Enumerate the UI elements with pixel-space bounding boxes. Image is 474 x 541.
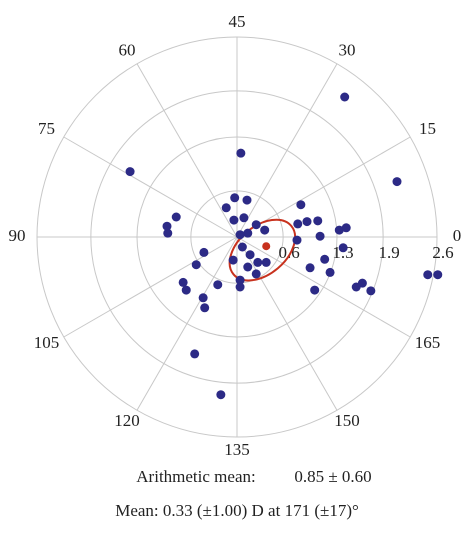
point (178, 277, 188, 287)
point (198, 293, 208, 303)
angle-label: 60 (119, 41, 136, 60)
point (237, 242, 247, 252)
point (235, 282, 245, 292)
point (199, 247, 209, 257)
point (125, 167, 135, 177)
point (305, 263, 315, 273)
point (340, 92, 350, 102)
point (423, 270, 433, 280)
annotation: Mean: 0.33 (±1.00) D at 171 (±17)° (115, 501, 359, 520)
point (320, 254, 330, 264)
point (313, 216, 323, 226)
point (235, 230, 245, 240)
point (341, 223, 351, 233)
point (325, 267, 335, 277)
point (162, 221, 172, 231)
point (310, 285, 320, 295)
point (229, 215, 239, 225)
r-tick-label: 2.6 (432, 243, 453, 262)
point (191, 260, 201, 270)
point (392, 177, 402, 187)
r-tick-label: 1.9 (379, 243, 400, 262)
point (243, 228, 253, 238)
point (181, 285, 191, 295)
angle-label: 105 (34, 333, 60, 352)
point (163, 228, 173, 238)
angle-label: 0 (453, 226, 462, 245)
point (221, 203, 231, 213)
angle-label: 15 (419, 119, 436, 138)
point (230, 193, 240, 203)
annotation: 0.85 ± 0.60 (294, 467, 371, 486)
angle-label: 120 (114, 411, 140, 430)
point (213, 280, 223, 290)
ring (36, 36, 438, 438)
angle-label: 165 (415, 333, 441, 352)
angle-label: 135 (224, 440, 250, 459)
annotation: Arithmetic mean: (136, 467, 255, 486)
angle-label: 30 (339, 41, 356, 60)
point (242, 195, 252, 205)
ring (90, 90, 384, 384)
point (338, 243, 348, 253)
angle-label: 45 (229, 12, 246, 31)
point (253, 257, 263, 267)
point (228, 255, 238, 265)
point (315, 231, 325, 241)
point (251, 269, 261, 279)
point (171, 212, 181, 222)
angle-label: 75 (38, 119, 55, 138)
point (334, 225, 344, 235)
point (236, 148, 246, 158)
point (261, 257, 271, 267)
r-tick-label: 0.6 (279, 243, 300, 262)
point (296, 200, 306, 210)
point (351, 282, 361, 292)
point (245, 250, 255, 260)
point (200, 303, 210, 313)
point (302, 217, 312, 227)
point (190, 349, 200, 359)
point (216, 390, 226, 400)
angle-label: 90 (9, 226, 26, 245)
point (366, 286, 376, 296)
angle-label: 150 (334, 411, 360, 430)
point (251, 220, 261, 230)
point (293, 219, 303, 229)
point (433, 270, 443, 280)
r-tick-label: 1.3 (332, 243, 353, 262)
point (239, 213, 249, 223)
point (292, 235, 302, 245)
mean-point (262, 242, 271, 251)
point (260, 225, 270, 235)
point (243, 262, 253, 272)
point (235, 275, 245, 285)
ring (136, 136, 338, 338)
